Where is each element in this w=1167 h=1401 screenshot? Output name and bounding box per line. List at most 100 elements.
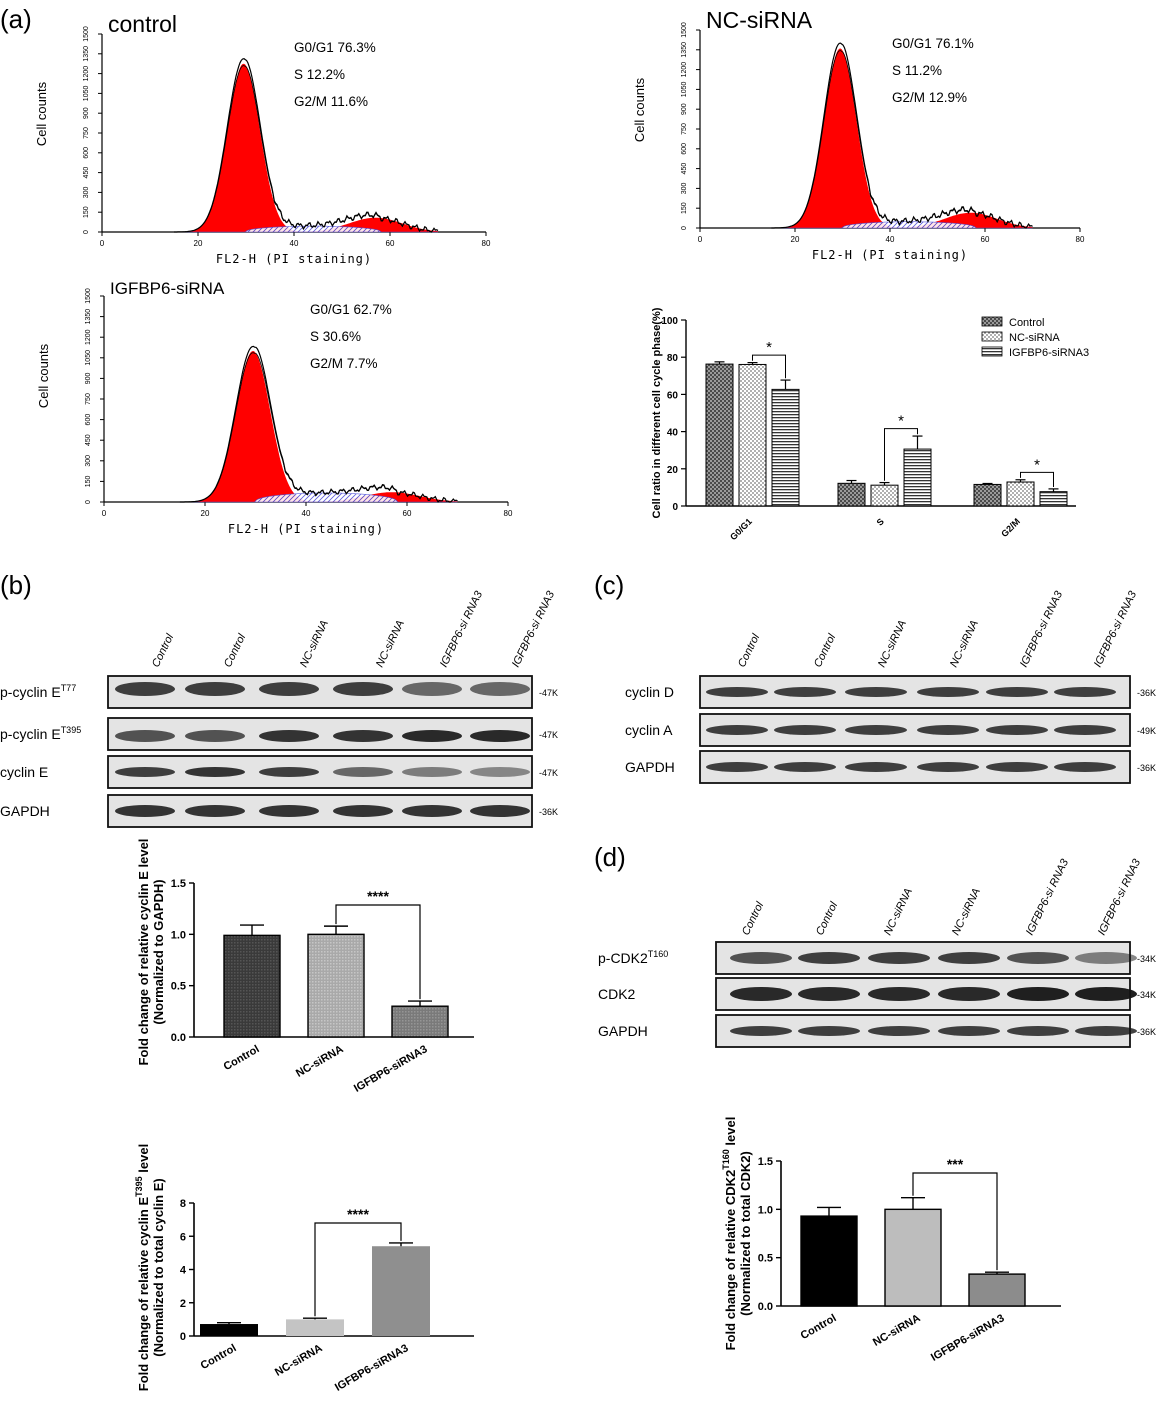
cycle-bar-2-2 [1039, 491, 1068, 507]
p-cdk2-sig-bracket [912, 1172, 998, 1271]
blot-b-band [259, 730, 319, 742]
blot-d-band [1075, 952, 1137, 964]
blot-b-row-label-text: p-cyclin E [0, 726, 61, 742]
blot-b-lane-label: IGFBP6-si RNA3 [438, 589, 486, 670]
blot-b-band [115, 805, 175, 817]
blot-d-lane-label: Control [814, 900, 841, 938]
cyclin-e-y-tick-label: 0.0 [171, 1032, 186, 1044]
flow-y-tick-label: 300 [681, 182, 688, 194]
flow-envelope-inner [174, 65, 439, 233]
blot-b-lane-label: IGFBP6-si RNA3 [510, 589, 558, 670]
flow-x-tick-label: 40 [290, 239, 299, 248]
blot-d-row-label: CDK2 [598, 986, 636, 1002]
blot-b-row-label: GAPDH [0, 803, 50, 819]
flow-y-tick-label: 1050 [85, 350, 92, 366]
cyclin-e-y-tick-label: 1.5 [171, 878, 186, 890]
cycle-y-tick-label: 40 [667, 428, 679, 439]
flow-y-tick-label: 1350 [681, 42, 688, 58]
blot-d-band [868, 952, 930, 964]
cycle-sig-bracket [1020, 471, 1054, 488]
blot-c-row-label: cyclin D [625, 684, 674, 700]
blot-b-size-marker: -47K [539, 688, 558, 698]
flow-g1-g2-fill [174, 63, 438, 233]
flow-y-tick-label: 1050 [681, 82, 688, 98]
p-cdk2-x-tick-label: Control [799, 1312, 839, 1342]
cyclin-e-y-label-line1: Fold change of relative cyclin E level [136, 839, 151, 1066]
blot-b-band [470, 805, 530, 817]
blot-c-band [986, 725, 1048, 735]
blot-b-band [185, 767, 245, 777]
blot-c-row-label: cyclin A [625, 722, 673, 738]
blot-c-lane-label: IGFBP6-si RNA3 [1092, 589, 1140, 670]
cycle-sig-bracket [884, 428, 918, 481]
flow-x-tick-label: 60 [403, 509, 412, 518]
flow-y-tick-label: 1050 [83, 86, 90, 102]
blot-c-band [706, 762, 768, 772]
cycle-bar-0-2 [771, 388, 800, 507]
cyclin-e-y-label-line2: (Normalized to GAPDH) [151, 879, 166, 1024]
blot-c-band [917, 762, 979, 772]
blot-b-membrane [107, 675, 533, 709]
blot-c-band [1054, 762, 1116, 772]
p-cdk2-y-label-main: Fold change of relative CDK2 [723, 1170, 738, 1351]
flow-sample-name: control [108, 11, 177, 37]
blot-b-band [402, 767, 462, 777]
blot-d-band [1007, 1026, 1069, 1036]
cycle-sig-label: * [766, 339, 772, 356]
flow-y-tick-label: 150 [83, 206, 90, 218]
blot-b-band [333, 767, 393, 777]
cycle-bar-0-0 [705, 363, 734, 507]
blot-b-band [115, 682, 175, 696]
p-cyclin-e-x-tick-label: IGFBP6-siRNA3 [333, 1342, 410, 1394]
blot-b-band [185, 730, 245, 742]
blot-c-size-marker: -36K [1137, 688, 1156, 698]
blot-d-band [730, 987, 792, 1001]
panel-label-a: (a) [0, 4, 32, 34]
cycle-legend-label: IGFBP6-siRNA3 [1009, 347, 1089, 359]
flow-y-tick-label: 1200 [85, 329, 92, 345]
flow-y-label: Cell counts [34, 81, 49, 146]
flow-stat-1: S 12.2% [294, 67, 345, 82]
cycle-bar-2-1 [1006, 481, 1035, 507]
p-cdk2-y-tick-label: 1.5 [758, 1156, 773, 1168]
cyclin-e-sig-bracket [335, 904, 421, 1000]
p-cyclin-e-bar-0 [200, 1324, 258, 1336]
blot-b-band [259, 805, 319, 817]
p-cdk2-y-label: Fold change of relative CDK2T160 level(N… [721, 1117, 753, 1351]
flow-y-tick-label: 1500 [85, 288, 92, 304]
cycle-bar-1-2 [903, 448, 932, 507]
blot-b-band [185, 805, 245, 817]
p-cdk2-x-tick-label: NC-siRNA [871, 1312, 923, 1349]
blot-c-lane-label: Control [736, 632, 763, 670]
cyclin-e-x-tick-label: IGFBP6-siRNA3 [352, 1043, 429, 1095]
flow-y-tick-label: 450 [85, 434, 92, 446]
blot-d-row-label: p-CDK2T160 [598, 949, 668, 966]
blot-c-band [774, 687, 836, 697]
p-cdk2-sig-label: *** [947, 1156, 964, 1172]
flow-y-tick-label: 900 [681, 103, 688, 115]
flow-stat-2: G2/M 7.7% [310, 356, 378, 371]
flow-x-tick-label: 0 [102, 509, 107, 518]
cycle-y-label: Cell ratio in different cell cycle phase… [651, 307, 663, 518]
blot-d-row-label-text: p-CDK2 [598, 950, 648, 966]
blot-d-band [730, 952, 792, 964]
blot-d-band [868, 987, 930, 1001]
blot-b-band [333, 730, 393, 742]
cycle-bar-1-0 [837, 482, 866, 507]
blot-c-lane-label: NC-siRNA [948, 618, 981, 669]
blot-c-band [1054, 687, 1116, 697]
cyclin-e-x-tick-label: Control [222, 1043, 262, 1073]
p-cyclin-e-y-label-suffix: level [136, 1144, 151, 1177]
blot-d-band [798, 1026, 860, 1036]
cyclin-e-y-tick-label: 0.5 [171, 981, 186, 993]
cycle-bar-1-1 [870, 484, 899, 507]
panel-label-b: (b) [0, 570, 32, 600]
blot-d-lane-label: IGFBP6-si RNA3 [1096, 857, 1144, 938]
p-cyclin-e-y-tick-label: 0 [180, 1331, 186, 1343]
blot-b-row-label: p-cyclin ET77 [0, 683, 76, 700]
cycle-y-tick-label: 100 [661, 316, 678, 327]
cyclin-e-bar-2 [391, 1005, 449, 1038]
